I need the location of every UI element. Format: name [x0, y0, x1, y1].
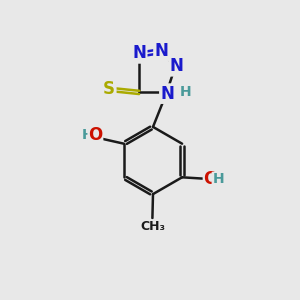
Text: O: O	[203, 170, 218, 188]
Text: H: H	[179, 85, 191, 99]
Text: H: H	[82, 128, 93, 142]
Text: O: O	[88, 126, 103, 144]
Text: N: N	[132, 44, 146, 62]
Text: H: H	[212, 172, 224, 186]
Text: N: N	[154, 42, 168, 60]
Text: CH₃: CH₃	[140, 220, 165, 233]
Text: S: S	[103, 80, 115, 98]
Text: N: N	[160, 85, 174, 103]
Text: N: N	[169, 57, 183, 75]
